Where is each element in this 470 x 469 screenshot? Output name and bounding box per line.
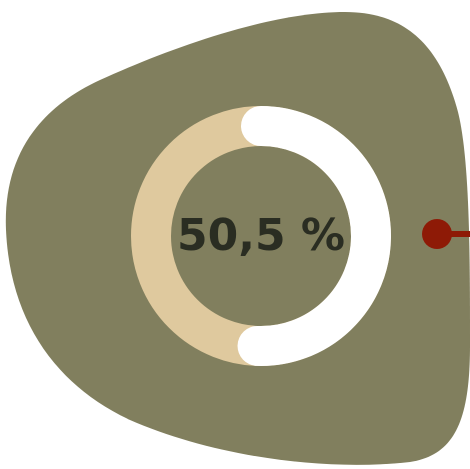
connector-dot[interactable] <box>422 219 452 249</box>
donut-filled-segment <box>237 106 391 366</box>
percent-label: 50,5 % <box>177 210 345 261</box>
background-blob <box>5 12 470 465</box>
donut-ring <box>131 106 391 366</box>
